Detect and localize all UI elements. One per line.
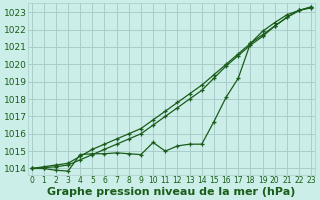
- X-axis label: Graphe pression niveau de la mer (hPa): Graphe pression niveau de la mer (hPa): [47, 187, 296, 197]
